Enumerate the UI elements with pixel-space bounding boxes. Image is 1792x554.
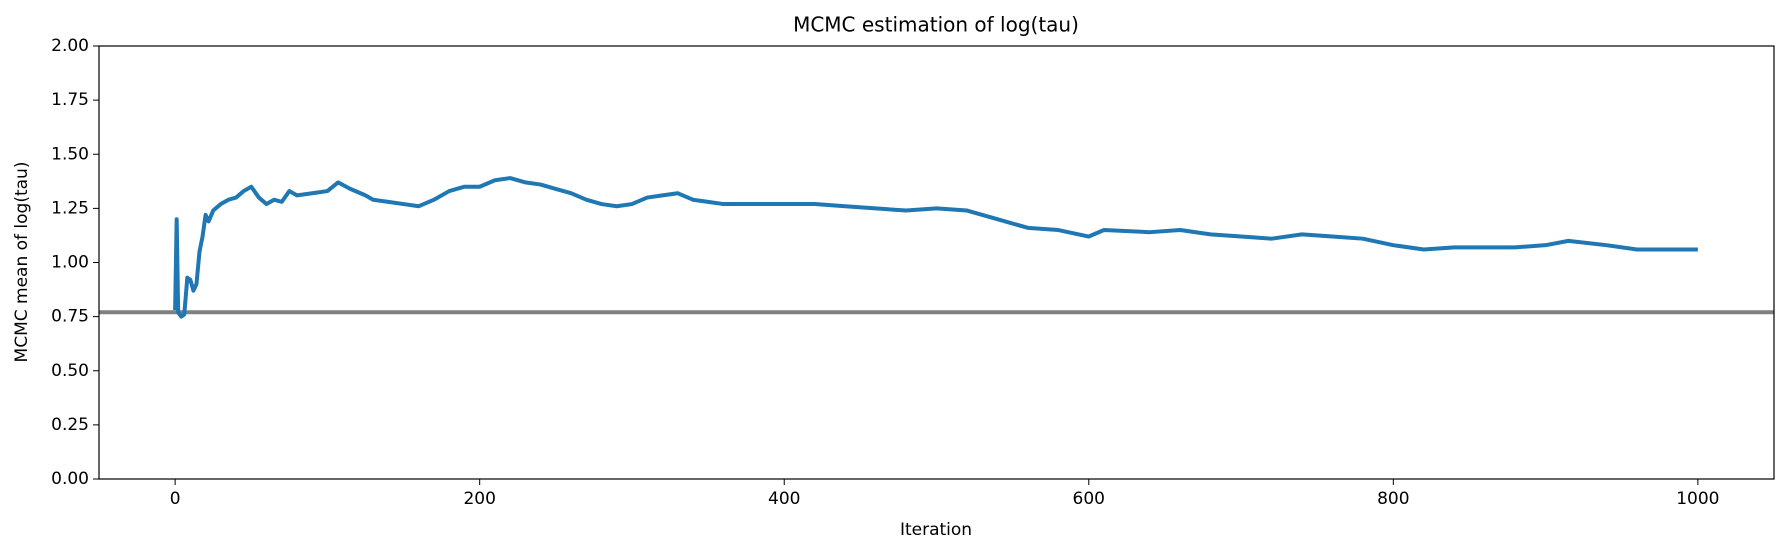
- x-tick-label: 1000: [1676, 489, 1719, 509]
- chart-title: MCMC estimation of log(tau): [793, 13, 1079, 37]
- x-tick-label: 200: [463, 489, 495, 509]
- x-tick-label: 400: [768, 489, 800, 509]
- y-tick-label: 2.00: [51, 36, 89, 56]
- y-tick-label: 1.50: [51, 144, 89, 164]
- plot-frame: [98, 45, 1775, 480]
- y-tick-label: 1.00: [51, 253, 89, 273]
- y-tick-label: 0.25: [51, 415, 89, 435]
- x-tick-label: 0: [170, 489, 181, 509]
- y-tick-label: 1.75: [51, 90, 89, 110]
- y-axis-label: MCMC mean of log(tau): [12, 162, 32, 363]
- y-tick-label: 0.75: [51, 307, 89, 327]
- y-tick-label: 0.00: [51, 469, 89, 489]
- data-line: [173, 176, 1698, 319]
- y-tick-label: 1.25: [51, 198, 89, 218]
- x-tick-label: 800: [1377, 489, 1409, 509]
- x-tick-label: 600: [1073, 489, 1105, 509]
- y-tick-label: 0.50: [51, 361, 89, 381]
- x-axis-label: Iteration: [900, 520, 972, 540]
